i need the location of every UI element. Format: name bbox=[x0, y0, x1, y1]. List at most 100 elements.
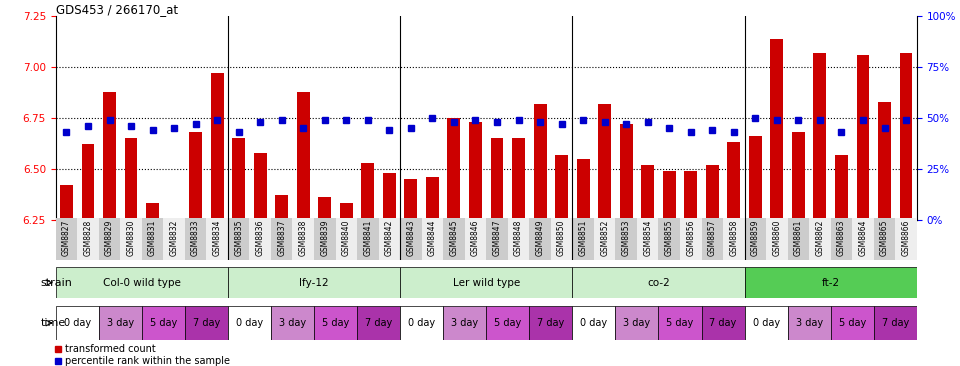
Bar bbox=[572, 306, 615, 340]
Bar bbox=[874, 218, 896, 260]
Bar bbox=[745, 267, 917, 298]
Bar bbox=[99, 306, 142, 340]
Bar bbox=[615, 218, 636, 260]
Bar bbox=[529, 218, 551, 260]
Text: ft-2: ft-2 bbox=[822, 278, 840, 288]
Bar bbox=[228, 218, 250, 260]
Bar bbox=[276, 195, 288, 220]
Bar bbox=[314, 218, 336, 260]
Bar bbox=[620, 124, 633, 220]
Bar bbox=[56, 306, 99, 340]
Text: GSM8864: GSM8864 bbox=[858, 220, 868, 256]
Bar bbox=[512, 138, 525, 220]
Bar bbox=[728, 142, 740, 220]
Bar bbox=[659, 218, 680, 260]
Bar bbox=[253, 153, 267, 220]
Text: GSM8854: GSM8854 bbox=[643, 220, 652, 256]
Bar bbox=[680, 218, 702, 260]
Text: strain: strain bbox=[40, 278, 73, 288]
Bar bbox=[314, 306, 357, 340]
Text: 7 day: 7 day bbox=[193, 318, 220, 328]
Bar bbox=[361, 163, 374, 220]
Bar bbox=[232, 138, 245, 220]
Text: 5 day: 5 day bbox=[150, 318, 177, 328]
Text: GSM8851: GSM8851 bbox=[579, 220, 588, 256]
Bar bbox=[99, 218, 120, 260]
Bar bbox=[56, 267, 228, 298]
Bar bbox=[400, 218, 421, 260]
Bar bbox=[572, 218, 594, 260]
Text: GSM8862: GSM8862 bbox=[815, 220, 825, 256]
Bar bbox=[82, 145, 94, 220]
Text: GSM8827: GSM8827 bbox=[62, 220, 71, 256]
Bar bbox=[809, 218, 830, 260]
Text: 0 day: 0 day bbox=[408, 318, 435, 328]
Text: Col-0 wild type: Col-0 wild type bbox=[103, 278, 180, 288]
Bar bbox=[404, 179, 418, 220]
Bar bbox=[572, 267, 745, 298]
Text: GSM8837: GSM8837 bbox=[277, 220, 286, 256]
Text: 5 day: 5 day bbox=[839, 318, 866, 328]
Bar bbox=[878, 102, 891, 220]
Text: GSM8855: GSM8855 bbox=[664, 220, 674, 256]
Bar bbox=[336, 218, 357, 260]
Text: 7 day: 7 day bbox=[881, 318, 909, 328]
Text: GSM8861: GSM8861 bbox=[794, 220, 803, 256]
Bar bbox=[594, 218, 615, 260]
Text: 3 day: 3 day bbox=[279, 318, 306, 328]
Bar bbox=[487, 306, 529, 340]
Bar bbox=[702, 306, 745, 340]
Text: GSM8866: GSM8866 bbox=[901, 220, 910, 256]
Bar bbox=[529, 306, 572, 340]
Text: 3 day: 3 day bbox=[623, 318, 651, 328]
Bar bbox=[250, 218, 271, 260]
Text: GSM8841: GSM8841 bbox=[363, 220, 372, 256]
Text: 0 day: 0 day bbox=[63, 318, 91, 328]
Bar bbox=[210, 73, 224, 220]
Bar bbox=[534, 104, 546, 220]
Bar bbox=[508, 218, 529, 260]
Text: co-2: co-2 bbox=[647, 278, 670, 288]
Bar bbox=[706, 165, 719, 220]
Bar bbox=[792, 132, 804, 220]
Text: GSM8865: GSM8865 bbox=[880, 220, 889, 256]
Bar bbox=[168, 217, 180, 220]
Text: GSM8859: GSM8859 bbox=[751, 220, 760, 256]
Text: 0 day: 0 day bbox=[753, 318, 780, 328]
Bar bbox=[852, 218, 874, 260]
Bar bbox=[400, 306, 444, 340]
Bar bbox=[146, 203, 159, 220]
Bar bbox=[340, 203, 352, 220]
Text: 5 day: 5 day bbox=[666, 318, 694, 328]
Text: GSM8828: GSM8828 bbox=[84, 220, 92, 256]
Bar bbox=[319, 197, 331, 220]
Bar bbox=[684, 171, 697, 220]
Text: GSM8831: GSM8831 bbox=[148, 220, 157, 256]
Bar bbox=[185, 218, 206, 260]
Bar bbox=[189, 132, 202, 220]
Text: GSM8834: GSM8834 bbox=[213, 220, 222, 256]
Bar bbox=[662, 171, 676, 220]
Bar bbox=[636, 218, 659, 260]
Text: GSM8863: GSM8863 bbox=[837, 220, 846, 256]
Bar bbox=[163, 218, 185, 260]
Bar bbox=[357, 218, 378, 260]
Bar bbox=[555, 154, 568, 220]
Text: transformed count: transformed count bbox=[65, 344, 156, 354]
Text: time: time bbox=[40, 318, 66, 328]
Bar bbox=[659, 306, 702, 340]
Text: GSM8835: GSM8835 bbox=[234, 220, 243, 256]
Text: percentile rank within the sample: percentile rank within the sample bbox=[65, 356, 230, 366]
Bar bbox=[856, 55, 870, 220]
Text: GSM8843: GSM8843 bbox=[406, 220, 416, 256]
Bar bbox=[60, 185, 73, 220]
Text: GSM8830: GSM8830 bbox=[127, 220, 135, 256]
Bar bbox=[185, 306, 228, 340]
Text: GSM8857: GSM8857 bbox=[708, 220, 717, 256]
Bar bbox=[469, 122, 482, 220]
Bar bbox=[120, 218, 142, 260]
Text: 7 day: 7 day bbox=[538, 318, 564, 328]
Bar bbox=[766, 218, 787, 260]
Bar bbox=[487, 218, 508, 260]
Bar bbox=[383, 173, 396, 220]
